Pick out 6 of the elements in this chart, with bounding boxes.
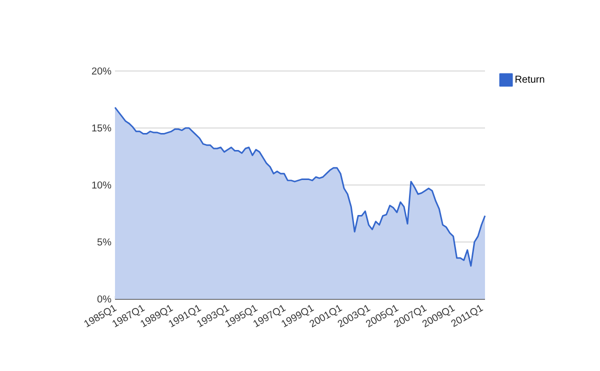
y-tick-label: 5%	[97, 238, 112, 246]
y-tick-label: 15%	[92, 124, 112, 132]
y-tick-label: 10%	[92, 181, 112, 189]
legend-label: Return	[516, 76, 544, 83]
y-tick-label: 0%	[97, 295, 112, 303]
y-tick-label: 20%	[92, 67, 112, 75]
